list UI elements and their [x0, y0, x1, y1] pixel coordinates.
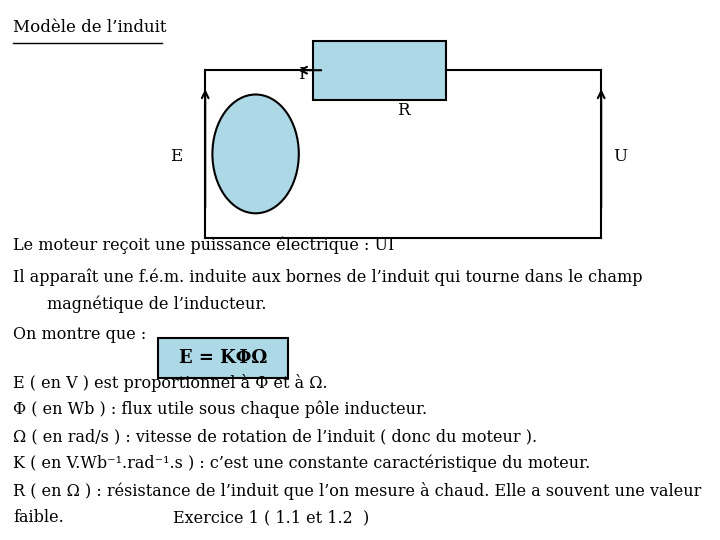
Text: K ( en V.Wb⁻¹.rad⁻¹.s ) : c’est une constante caractéristique du moteur.: K ( en V.Wb⁻¹.rad⁻¹.s ) : c’est une cons…	[13, 455, 590, 472]
Text: Φ ( en Wb ) : flux utile sous chaque pôle inducteur.: Φ ( en Wb ) : flux utile sous chaque pôl…	[13, 401, 427, 418]
Text: Ω ( en rad/s ) : vitesse de rotation de l’induit ( donc du moteur ).: Ω ( en rad/s ) : vitesse de rotation de …	[13, 429, 537, 446]
Text: Modèle de l’induit: Modèle de l’induit	[13, 19, 166, 36]
Text: magnétique de l’inducteur.: magnétique de l’inducteur.	[47, 296, 266, 313]
Text: E = KΦΩ: E = KΦΩ	[179, 349, 267, 367]
Text: U: U	[613, 148, 628, 165]
Text: On montre que :: On montre que :	[13, 326, 146, 343]
Text: E ( en V ) est proportionnel à Φ et à Ω.: E ( en V ) est proportionnel à Φ et à Ω.	[13, 374, 328, 391]
Text: E: E	[170, 148, 183, 165]
FancyBboxPatch shape	[158, 338, 288, 378]
Text: I: I	[297, 66, 305, 83]
Ellipse shape	[212, 94, 299, 213]
Text: Exercice 1 ( 1.1 et 1.2  ): Exercice 1 ( 1.1 et 1.2 )	[173, 510, 369, 526]
Text: R: R	[397, 102, 410, 119]
Text: R ( en Ω ) : résistance de l’induit que l’on mesure à chaud. Elle a souvent une : R ( en Ω ) : résistance de l’induit que …	[13, 482, 701, 500]
Text: Il apparaît une f.é.m. induite aux bornes de l’induit qui tourne dans le champ: Il apparaît une f.é.m. induite aux borne…	[13, 269, 642, 286]
Bar	[313, 40, 446, 100]
Text: faible.: faible.	[13, 510, 63, 526]
Text: Le moteur reçoit une puissance électrique : UI: Le moteur reçoit une puissance électriqu…	[13, 237, 395, 254]
